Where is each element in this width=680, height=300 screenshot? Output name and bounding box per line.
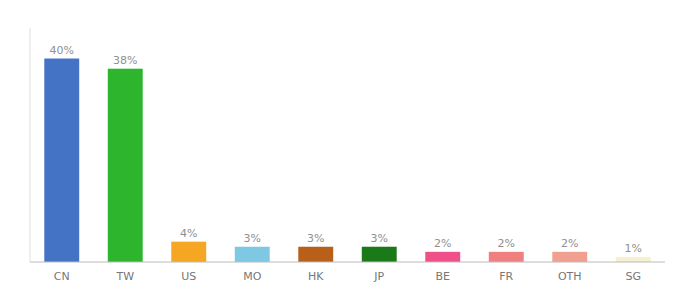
- x-tick-label: JP: [373, 270, 384, 283]
- bar: [425, 252, 460, 262]
- x-tick-label: OTH: [558, 270, 582, 283]
- data-label: 3%: [307, 232, 324, 245]
- data-label: 3%: [244, 232, 261, 245]
- x-tick-label: HK: [308, 270, 324, 283]
- x-tick-label: MO: [243, 270, 261, 283]
- bar: [44, 59, 79, 262]
- chart: 40% 38% 4% 3% 3% 3% 2% 2% 2% 1% CN TW US MO HK JP BE FR OT…: [0, 0, 680, 300]
- data-label: 3%: [371, 232, 388, 245]
- x-tick-label: BE: [436, 270, 451, 283]
- x-tick-label: CN: [54, 270, 70, 283]
- x-ticks: CN TW US MO HK JP BE FR OTH SG: [54, 270, 641, 283]
- data-label: 2%: [434, 237, 451, 250]
- y-axis-line: [30, 28, 31, 262]
- x-axis-line: [30, 261, 665, 262]
- data-label: 2%: [498, 237, 515, 250]
- data-label: 1%: [625, 242, 642, 255]
- data-label: 2%: [561, 237, 578, 250]
- data-label: 38%: [113, 54, 137, 67]
- bars: [44, 59, 650, 262]
- bar: [616, 257, 651, 262]
- x-tick-label: US: [181, 270, 196, 283]
- labels: 40% 38% 4% 3% 3% 3% 2% 2% 2% 1%: [50, 44, 642, 255]
- bar: [235, 247, 270, 262]
- x-tick-label: TW: [115, 270, 134, 283]
- chart-container: 40% 38% 4% 3% 3% 3% 2% 2% 2% 1% CN TW US MO HK JP BE FR OT…: [0, 0, 680, 300]
- x-tick-label: FR: [499, 270, 513, 283]
- data-label: 4%: [180, 227, 197, 240]
- data-label: 40%: [50, 44, 74, 57]
- x-tick-label: SG: [625, 270, 641, 283]
- bar: [552, 252, 587, 262]
- bar: [298, 247, 333, 262]
- bar: [171, 242, 206, 262]
- bar: [362, 247, 397, 262]
- bar: [108, 69, 143, 262]
- bar: [489, 252, 524, 262]
